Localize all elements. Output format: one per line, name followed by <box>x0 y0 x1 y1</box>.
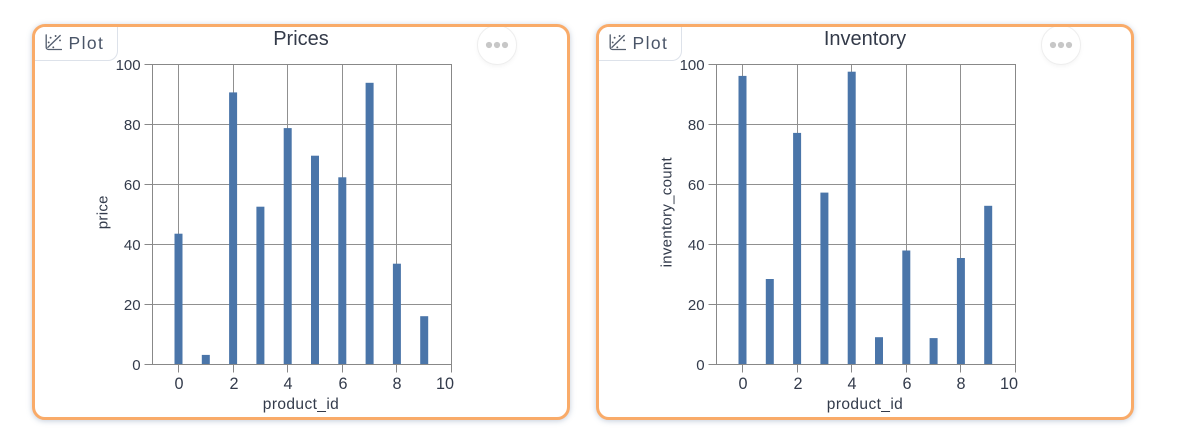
svg-text:10: 10 <box>1000 375 1018 393</box>
svg-text:60: 60 <box>688 177 705 194</box>
svg-text:100: 100 <box>116 57 141 74</box>
svg-text:2: 2 <box>229 375 238 393</box>
svg-text:20: 20 <box>688 297 705 314</box>
svg-text:80: 80 <box>688 117 705 134</box>
svg-text:product_id: product_id <box>263 396 339 413</box>
svg-text:price: price <box>95 195 112 229</box>
svg-text:40: 40 <box>688 237 705 254</box>
svg-text:product_id: product_id <box>827 396 903 413</box>
svg-text:40: 40 <box>124 237 141 254</box>
svg-text:8: 8 <box>392 375 401 393</box>
svg-text:0: 0 <box>696 357 704 374</box>
svg-text:0: 0 <box>132 357 140 374</box>
svg-text:4: 4 <box>283 375 292 393</box>
svg-text:4: 4 <box>847 375 856 393</box>
svg-text:6: 6 <box>902 375 911 393</box>
svg-text:0: 0 <box>174 375 183 393</box>
svg-text:2: 2 <box>793 375 802 393</box>
svg-text:inventory_count: inventory_count <box>659 156 676 267</box>
svg-text:80: 80 <box>124 117 141 134</box>
svg-text:20: 20 <box>124 297 141 314</box>
svg-text:100: 100 <box>680 57 705 74</box>
svg-text:8: 8 <box>956 375 965 393</box>
svg-text:60: 60 <box>124 177 141 194</box>
svg-text:10: 10 <box>436 375 454 393</box>
svg-text:6: 6 <box>338 375 347 393</box>
svg-text:0: 0 <box>738 375 747 393</box>
